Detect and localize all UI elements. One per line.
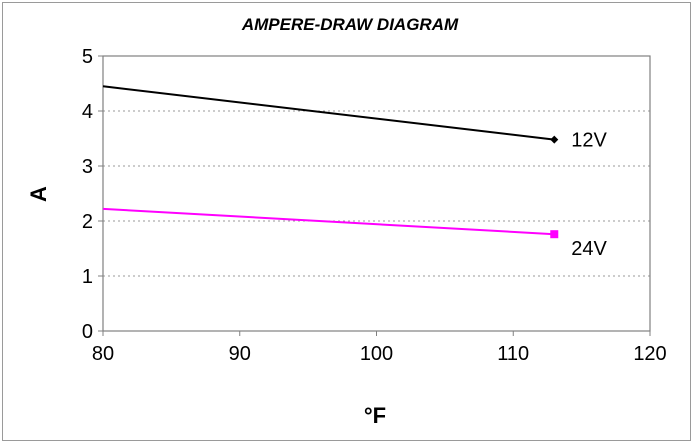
y-tick-label-4: 4 <box>82 101 93 123</box>
y-tick-label-3: 3 <box>82 156 93 178</box>
x-tick-label-4: 120 <box>633 343 666 365</box>
y-axis-ticks: 0 1 2 3 4 5 <box>82 46 103 343</box>
chart-title: AMPERE-DRAW DIAGRAM <box>241 15 459 34</box>
series-label-12V: 12V <box>571 130 607 152</box>
data-point-24V <box>550 230 559 239</box>
plot-area <box>102 55 651 332</box>
x-tick-label-1: 90 <box>229 343 251 365</box>
series-lines: 12V 24V <box>102 85 608 260</box>
x-axis-label: °F <box>364 403 386 428</box>
y-axis-label: A <box>26 186 51 202</box>
series-line-24V <box>102 207 555 236</box>
y-tick-label-1: 1 <box>82 266 93 288</box>
x-tick-label-0: 80 <box>92 343 114 365</box>
x-axis-ticks: 80 90 100 110 120 <box>92 331 667 365</box>
y-tick-label-5: 5 <box>82 46 93 68</box>
grid-lines <box>103 110 650 277</box>
y-tick-label-2: 2 <box>82 211 93 233</box>
series-line-12V <box>102 85 555 141</box>
data-point-12V <box>550 135 559 144</box>
x-tick-label-2: 100 <box>360 343 393 365</box>
series-label-24V: 24V <box>571 238 607 260</box>
chart-frame <box>2 2 691 441</box>
x-tick-label-3: 110 <box>497 343 529 365</box>
y-tick-label-0: 0 <box>82 321 93 343</box>
